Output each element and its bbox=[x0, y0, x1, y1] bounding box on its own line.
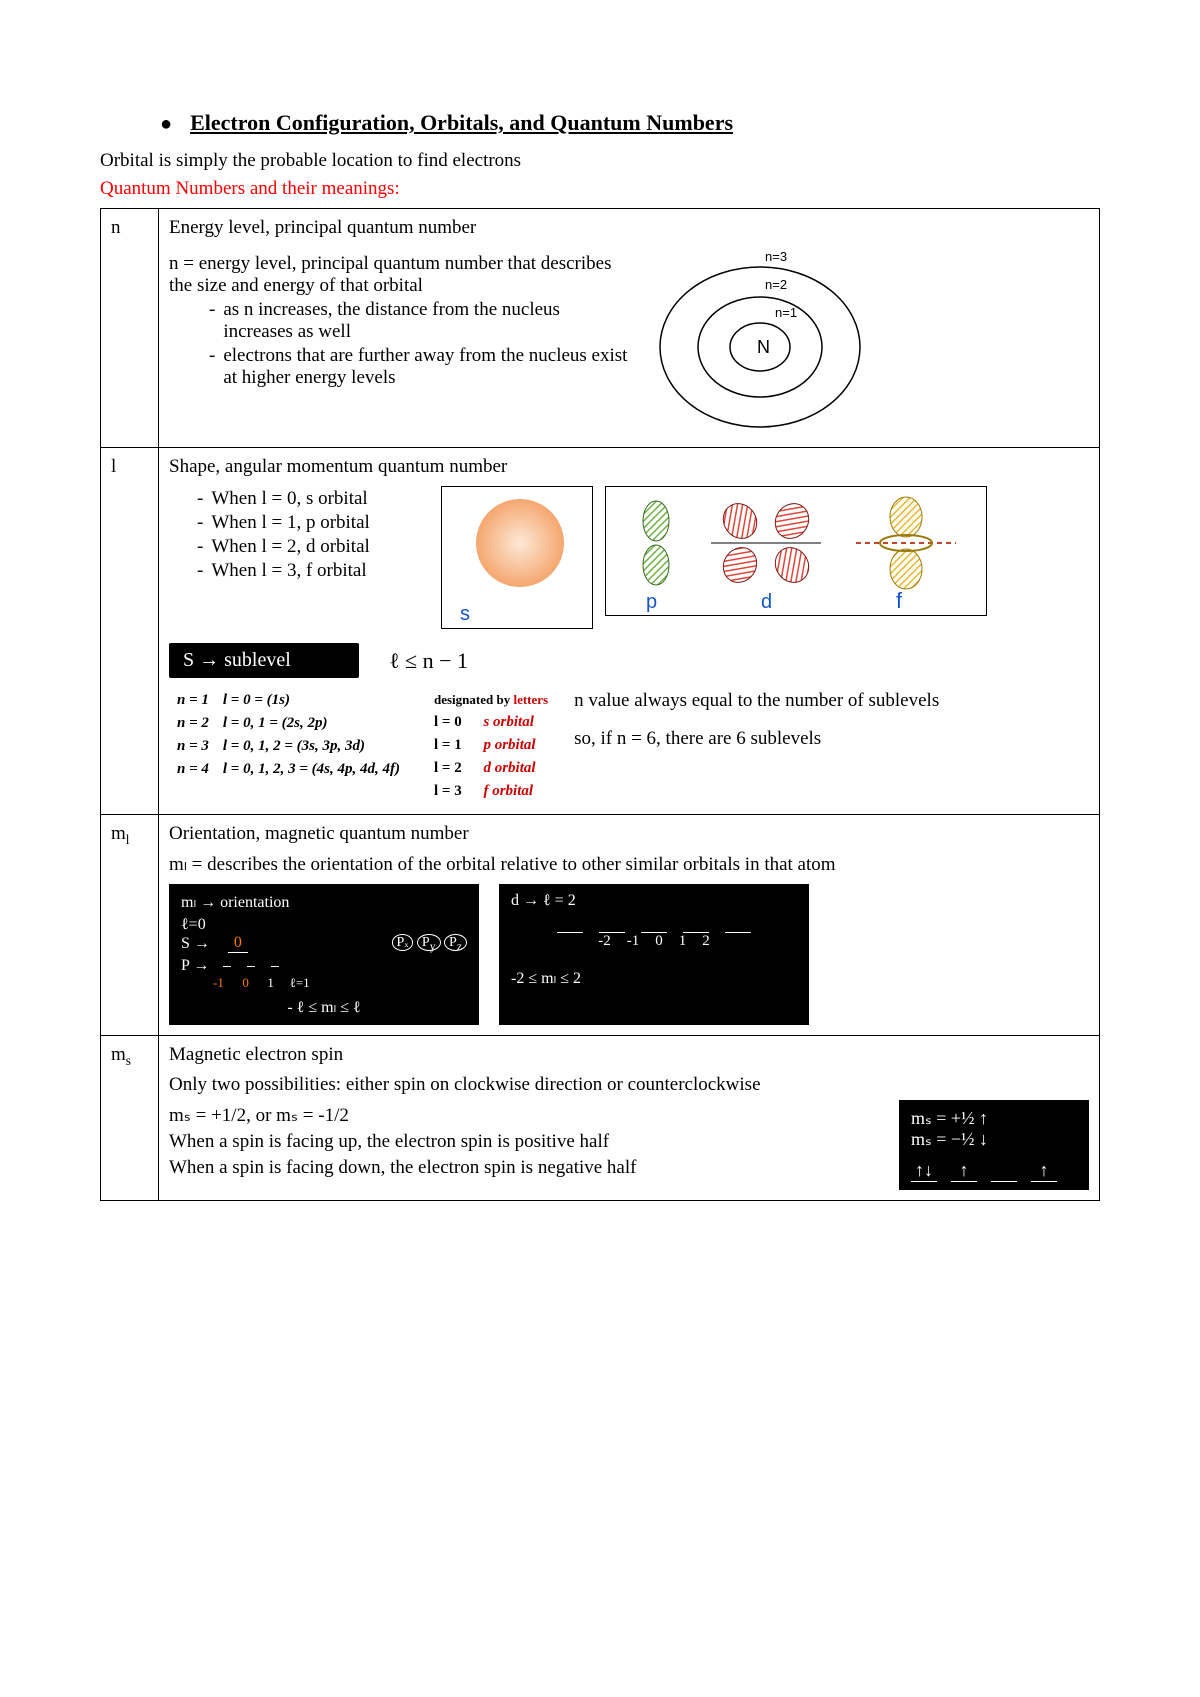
symbol-ms: ms bbox=[101, 1036, 159, 1201]
s-orbital-box: s bbox=[441, 486, 593, 629]
sublevel-blackboard-1: S → sublevel bbox=[169, 643, 359, 678]
ms-blackboard: mₛ = +½ ↑ mₛ = −½ ↓ ↑↓ ↑ ↑ bbox=[899, 1100, 1089, 1190]
cell-l: Shape, angular momentum quantum number W… bbox=[159, 448, 1100, 815]
n-shell-diagram: N n=1 n=2 n=3 bbox=[645, 247, 875, 437]
pdf-orbitals-icon: p d f bbox=[616, 493, 976, 613]
nucleus-label: N bbox=[757, 337, 770, 357]
ms-line-2: mₛ = +1/2, or mₛ = -1/2 bbox=[169, 1104, 879, 1127]
l-bullets: When l = 0, s orbital When l = 1, p orbi… bbox=[169, 486, 429, 584]
ms-line-4: When a spin is facing down, the electron… bbox=[169, 1157, 879, 1179]
n-bullet-1: as n increases, the distance from the nu… bbox=[223, 299, 629, 343]
l-bullet-1: When l = 0, s orbital bbox=[211, 488, 367, 510]
ms-header: Magnetic electron spin bbox=[169, 1044, 1089, 1066]
symbol-n: n bbox=[101, 209, 159, 448]
intro-1: Orbital is simply the probable location … bbox=[100, 150, 1100, 172]
title-row: ● Electron Configuration, Orbitals, and … bbox=[160, 110, 1100, 136]
page-title: Electron Configuration, Orbitals, and Qu… bbox=[190, 110, 733, 136]
n-bullet-2: electrons that are further away from the… bbox=[223, 345, 629, 389]
table-row: ms Magnetic electron spin Only two possi… bbox=[101, 1036, 1100, 1201]
n-bullets: as n increases, the distance from the nu… bbox=[169, 299, 629, 389]
bullet-icon: ● bbox=[160, 114, 172, 134]
sublevel-table: n = 1l = 0 = (1s) n = 2l = 0, 1 = (2s, 2… bbox=[169, 688, 408, 782]
l-note-2: so, if n = 6, there are 6 sublevels bbox=[574, 728, 1089, 750]
p-label: p bbox=[646, 591, 657, 613]
table-row: n Energy level, principal quantum number… bbox=[101, 209, 1100, 448]
l-bullet-4: When l = 3, f orbital bbox=[211, 560, 366, 582]
cell-ms: Magnetic electron spin Only two possibil… bbox=[159, 1036, 1100, 1201]
symbol-l: l bbox=[101, 448, 159, 815]
n3-label: n=3 bbox=[765, 249, 787, 264]
n-lead: n = energy level, principal quantum numb… bbox=[169, 253, 629, 297]
table-row: ml Orientation, magnetic quantum number … bbox=[101, 815, 1100, 1036]
letters-table: designated by letters l = 0s orbital l =… bbox=[426, 688, 556, 804]
s-label: s bbox=[460, 603, 582, 626]
d-label: d bbox=[761, 591, 772, 613]
l-note-1: n value always equal to the number of su… bbox=[574, 690, 1089, 712]
cell-ml: Orientation, magnetic quantum number mₗ … bbox=[159, 815, 1100, 1036]
n-header: Energy level, principal quantum number bbox=[169, 217, 1089, 239]
pdf-orbital-box: p d f bbox=[605, 486, 987, 616]
table-row: l Shape, angular momentum quantum number… bbox=[101, 448, 1100, 815]
n1-label: n=1 bbox=[775, 305, 797, 320]
intro-2: Quantum Numbers and their meanings: bbox=[100, 178, 1100, 200]
l-header: Shape, angular momentum quantum number bbox=[169, 456, 1089, 478]
ml-blackboard-left: mₗ → orientation ℓ=0 S → 0 Pₓ Py Pz P → bbox=[169, 884, 479, 1025]
l-bullet-2: When l = 1, p orbital bbox=[211, 512, 369, 534]
s-orbital-icon bbox=[452, 493, 582, 603]
symbol-ml: ml bbox=[101, 815, 159, 1036]
quantum-numbers-table: n Energy level, principal quantum number… bbox=[100, 208, 1100, 1201]
ml-desc: mₗ = describes the orientation of the or… bbox=[169, 853, 1089, 876]
sublevel-rule: ℓ ≤ n − 1 bbox=[389, 648, 468, 674]
ms-line-3: When a spin is facing up, the electron s… bbox=[169, 1131, 879, 1153]
n2-label: n=2 bbox=[765, 277, 787, 292]
f-label: f bbox=[896, 588, 903, 613]
ml-header: Orientation, magnetic quantum number bbox=[169, 823, 1089, 845]
ml-blackboard-right: d → ℓ = 2 -2 -1 0 1 2 -2 ≤ mₗ ≤ 2 bbox=[499, 884, 809, 1025]
ms-line-1: Only two possibilities: either spin on c… bbox=[169, 1074, 1089, 1096]
cell-n: Energy level, principal quantum number n… bbox=[159, 209, 1100, 448]
l-bullet-3: When l = 2, d orbital bbox=[211, 536, 369, 558]
